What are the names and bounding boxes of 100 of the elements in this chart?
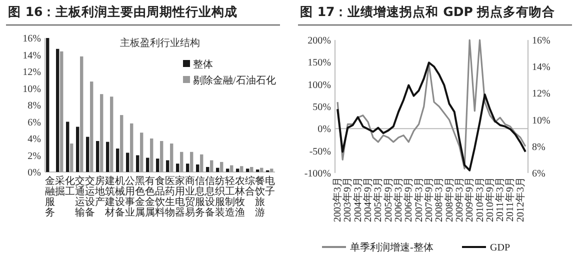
bar bbox=[190, 152, 194, 172]
y-tick-label: 0% bbox=[318, 124, 331, 136]
x-tick-label: 2003年9月 bbox=[342, 177, 354, 222]
bar bbox=[220, 162, 224, 172]
line-series bbox=[336, 39, 526, 170]
x-tick-label: 纺织服装 bbox=[215, 175, 225, 218]
bar bbox=[56, 48, 60, 172]
x-tick-label: 建筑建材 bbox=[104, 175, 115, 218]
x-tick-label: 化工 bbox=[65, 175, 75, 198]
x-tick-label: 家用电器 bbox=[175, 175, 185, 218]
x-tick-label: 2005年9月 bbox=[382, 177, 394, 222]
x-tick-label: 2007年3月 bbox=[412, 177, 425, 222]
y-tick-label: 200% bbox=[308, 36, 331, 46]
x-tick-label: 信息设备 bbox=[204, 175, 215, 218]
y-tick-label: -100% bbox=[304, 168, 331, 180]
x-tick-label: 电子 bbox=[265, 175, 275, 198]
y2-tick-label: 16% bbox=[532, 36, 550, 46]
x-tick-label: 医药生物 bbox=[165, 176, 175, 218]
x-tick-label: 2003年3月 bbox=[332, 177, 344, 222]
bar bbox=[200, 154, 204, 172]
x-tick-label: 金融服务 bbox=[45, 175, 55, 218]
y-tick-label: 10% bbox=[22, 84, 41, 95]
y2-tick-label: 6% bbox=[532, 168, 546, 180]
y-tick-label: 100% bbox=[308, 80, 331, 91]
bar bbox=[116, 148, 120, 172]
x-tick-label: 房地产 bbox=[94, 175, 105, 208]
bar bbox=[90, 82, 94, 172]
bar bbox=[70, 144, 74, 172]
x-tick-label: 综合 bbox=[245, 175, 255, 198]
chart-subtitle: 主板盈利行业结构 bbox=[120, 37, 200, 49]
x-tick-label: 2005年3月 bbox=[372, 177, 384, 222]
bar bbox=[160, 141, 164, 172]
x-tick-label: 2011年3月 bbox=[494, 177, 506, 222]
x-tick-label: 餐饮旅游 bbox=[254, 175, 265, 218]
bar bbox=[210, 160, 214, 172]
x-tick-label: 2012年3月 bbox=[514, 177, 526, 222]
x-tick-label: 农林牧渔 bbox=[234, 176, 245, 218]
x-tick-label: 2008年9月 bbox=[443, 177, 456, 222]
bar bbox=[80, 56, 84, 172]
y-tick-label: 0% bbox=[28, 168, 41, 178]
y-tick-label: 150% bbox=[308, 58, 331, 69]
x-tick-label: 2011年9月 bbox=[504, 177, 516, 222]
x-tick-label: 轻工制造 bbox=[225, 175, 235, 218]
bar bbox=[246, 168, 250, 172]
y2-tick-label: 10% bbox=[532, 115, 550, 126]
bar bbox=[136, 155, 140, 172]
bar bbox=[126, 152, 130, 172]
chart-title: 图 17：业绩增速拐点和 GDP 拐点多有吻合 bbox=[300, 4, 556, 19]
bar bbox=[156, 158, 160, 172]
bar bbox=[140, 132, 144, 172]
x-tick-label: 采掘 bbox=[55, 175, 65, 198]
x-tick-label: 2010年9月 bbox=[484, 177, 496, 222]
x-tick-label: 2007年9月 bbox=[422, 177, 435, 222]
bar bbox=[86, 136, 90, 172]
bar bbox=[76, 126, 80, 172]
bar bbox=[150, 138, 154, 172]
bar bbox=[106, 142, 110, 172]
bar bbox=[96, 141, 100, 172]
y-tick-label: 4% bbox=[28, 134, 41, 145]
bar bbox=[206, 166, 210, 172]
bar bbox=[130, 123, 134, 172]
y-tick-label: 8% bbox=[28, 100, 41, 112]
bar bbox=[240, 166, 244, 172]
bar bbox=[226, 168, 230, 172]
y-tick-label: 16% bbox=[22, 34, 41, 44]
x-tick-label: 有色金属 bbox=[145, 175, 155, 218]
y2-tick-label: 12% bbox=[532, 88, 550, 100]
bar bbox=[176, 164, 180, 172]
bar bbox=[196, 164, 200, 172]
bar bbox=[270, 168, 274, 172]
line-series bbox=[336, 62, 526, 172]
x-tick-label: 2006年9月 bbox=[402, 177, 415, 222]
legend-label: GDP bbox=[490, 242, 510, 254]
x-tick-label: 2009年9月 bbox=[464, 177, 476, 222]
legend-label: 单季利润增速-整体 bbox=[350, 242, 434, 254]
x-tick-label: 2006年3月 bbox=[392, 177, 404, 222]
bar bbox=[110, 96, 114, 172]
bar bbox=[120, 115, 124, 172]
y-tick-label: 50% bbox=[312, 102, 331, 113]
y-tick-label: -50% bbox=[309, 146, 331, 158]
y-tick-label: 2% bbox=[28, 150, 41, 162]
y-tick-label: 12% bbox=[22, 67, 41, 78]
bar bbox=[66, 122, 70, 172]
x-tick-label: 黑色金属 bbox=[135, 176, 145, 218]
bar bbox=[100, 94, 104, 172]
bar bbox=[60, 51, 64, 172]
bar bbox=[186, 164, 190, 172]
y-tick-label: 14% bbox=[22, 50, 41, 62]
x-tick-label: 机械设备 bbox=[115, 175, 125, 218]
x-tick-label: 公用事业 bbox=[125, 175, 135, 218]
legend-label: 整体 bbox=[193, 58, 213, 70]
y2-tick-label: 14% bbox=[532, 62, 550, 74]
bar bbox=[180, 152, 184, 172]
bar bbox=[230, 165, 234, 172]
legend-label: 剔除金融/石油石化 bbox=[193, 74, 276, 86]
x-tick-label: 食品饮料 bbox=[154, 175, 165, 218]
bar bbox=[236, 168, 240, 172]
x-tick-label: 2009年3月 bbox=[453, 177, 466, 222]
x-tick-label: 2004年9月 bbox=[362, 177, 374, 222]
chart-title: 图 16：主板利润主要由周期性行业构成 bbox=[8, 4, 238, 19]
